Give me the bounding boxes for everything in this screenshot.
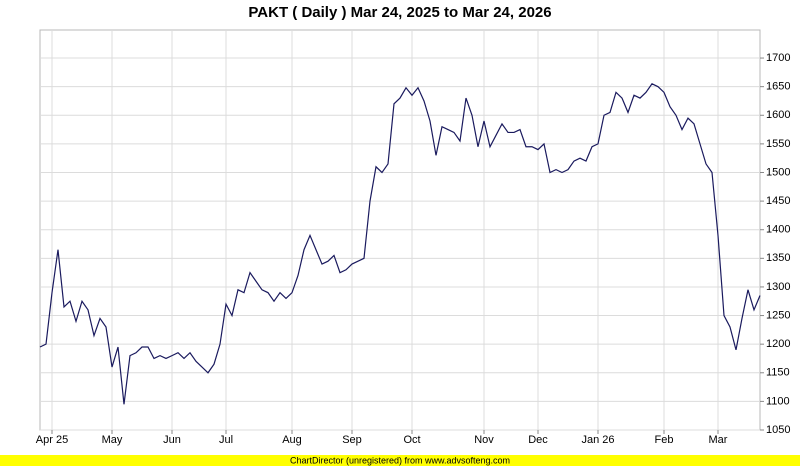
y-tick-label: 1400 [766,224,790,236]
marks [39,83,761,405]
y-tick-label: 1150 [766,367,790,379]
x-tick-label: Oct [403,434,420,446]
grid: 1050 1100 1150 1200 1250 1300 1350 1400 1450 1500… [36,30,790,446]
x-tick-label: Aug [282,434,302,446]
x-tick-label: Sep [342,434,362,446]
x-tick-label: Dec [528,434,548,446]
y-tick-label: 1650 [766,81,790,93]
x-tick-label: Apr 25 [36,434,68,446]
x-tick-label: Jun [163,434,181,446]
y-tick-label: 1050 [766,424,790,436]
footer-bar [0,455,800,466]
y-tick-label: 1250 [766,309,790,321]
footer-text: ChartDirector (unregistered) from www.ad… [290,455,510,465]
price-line [39,83,761,405]
y-tick-label: 1200 [766,338,790,350]
y-tick-label: 1300 [766,281,790,293]
x-tick-label: Mar [709,434,728,446]
y-tick-label: 1100 [766,395,790,407]
x-tick-label: May [102,434,123,446]
chart-title: PAKT ( Daily ) Mar 24, 2025 to Mar 24, 2… [248,4,551,21]
y-tick-label: 1700 [766,52,790,64]
y-tick-label: 1500 [766,166,790,178]
y-tick-label: 1550 [766,138,790,150]
x-tick-label: Nov [474,434,494,446]
y-tick-label: 1350 [766,252,790,264]
x-tick-label: Feb [655,434,674,446]
y-tick-label: 1450 [766,195,790,207]
x-tick-label: Jul [219,434,233,446]
y-tick-label: 1600 [766,109,790,121]
x-tick-label: Jan 26 [581,434,614,446]
